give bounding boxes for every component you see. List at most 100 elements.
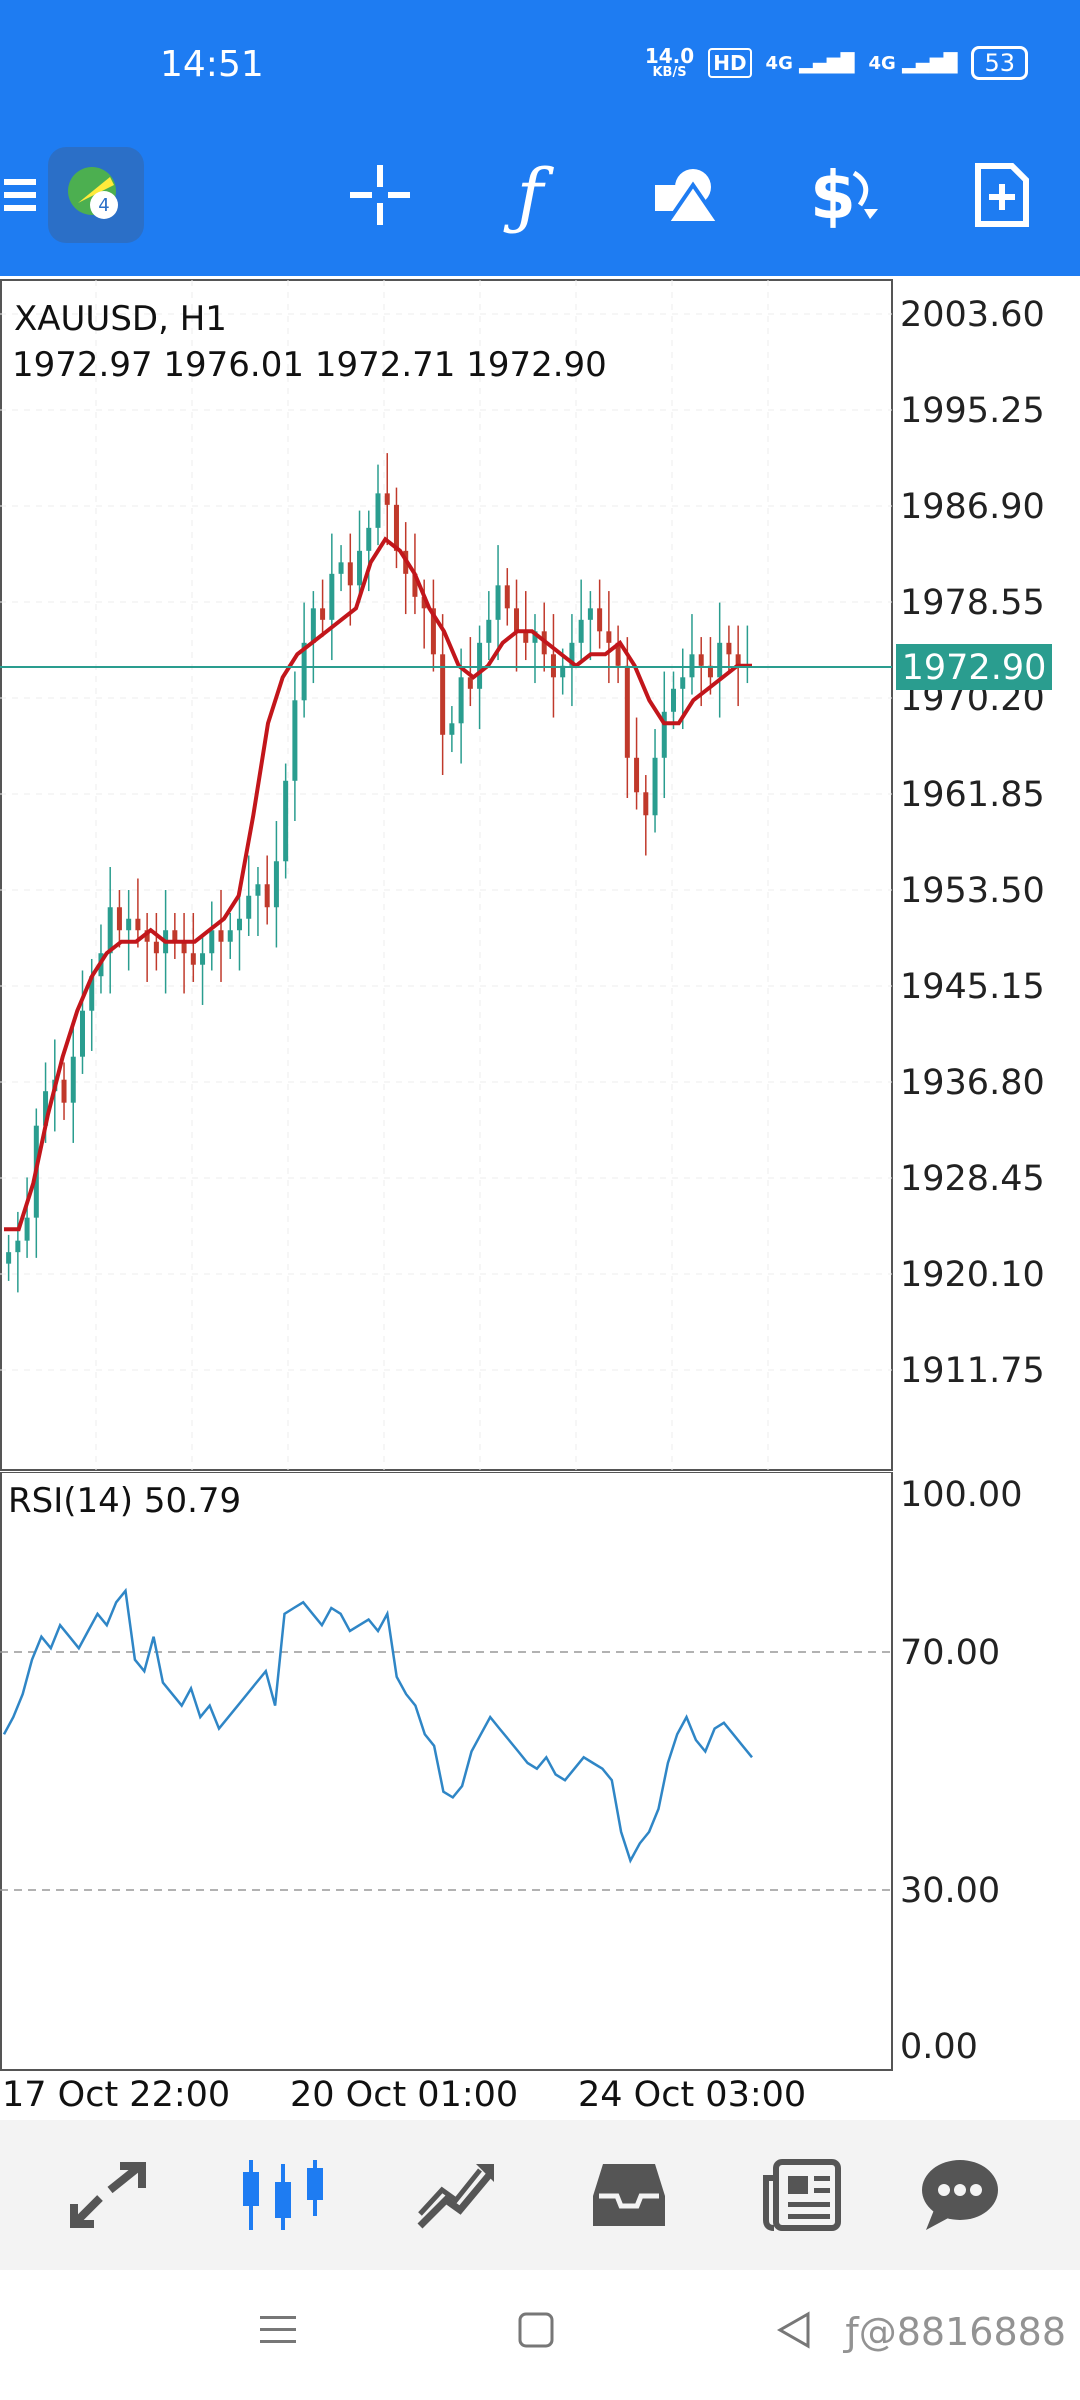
candle [70, 1056, 76, 1103]
candle [292, 700, 298, 781]
candle [126, 918, 132, 931]
candle [578, 619, 584, 643]
candle [246, 895, 252, 919]
candle [430, 608, 436, 655]
candle [486, 619, 492, 643]
candle [597, 608, 603, 632]
price-label: 1928.45 [900, 1159, 1045, 1199]
candle [61, 1079, 67, 1103]
candle [375, 493, 381, 528]
candle [477, 642, 483, 689]
chart-icon[interactable] [203, 2120, 363, 2270]
candle [273, 861, 279, 908]
chart-toolbar: 4 ƒ $ [0, 140, 1080, 250]
rsi-chart[interactable]: 100.00 70.00 30.00 0.00 RSI(14) 50.79 [0, 1471, 1080, 2082]
ohlc-values: 1972.97 1976.01 1972.71 1972.90 [12, 345, 607, 385]
price-label: 1920.10 [900, 1255, 1045, 1295]
candle [190, 953, 196, 965]
messages-icon[interactable] [880, 2120, 1040, 2270]
price-chart[interactable]: 2003.60 1995.25 1986.90 1978.55 1970.20 … [0, 276, 1080, 1472]
candle [421, 596, 427, 609]
candle [634, 757, 640, 793]
candle [116, 907, 122, 931]
menu-icon[interactable] [0, 140, 40, 250]
candle [338, 562, 344, 574]
candle [560, 665, 566, 678]
bottom-navigation [0, 2120, 1080, 2270]
symbol-change-icon[interactable]: $ [785, 140, 905, 250]
price-label: 1986.90 [900, 487, 1045, 527]
quotes-icon[interactable] [30, 2120, 190, 2270]
price-grid [0, 280, 892, 1470]
moving-average-line [4, 536, 752, 1232]
price-label: 1911.75 [900, 1351, 1045, 1391]
signal-2-icon: 4G ▂▄▆█ [868, 52, 958, 74]
candle [79, 1010, 85, 1057]
candle [366, 527, 372, 551]
status-icons: 14.0 KB/S HD 4G ▂▄▆█ 4G ▂▄▆█ 53 [645, 46, 1028, 80]
history-icon[interactable] [549, 2120, 709, 2270]
candle [707, 665, 713, 678]
candle [144, 930, 150, 942]
candle [209, 930, 215, 954]
chart-frame [0, 279, 893, 1471]
candle [347, 562, 353, 586]
svg-text:4: 4 [98, 195, 109, 216]
home-icon[interactable] [516, 2310, 556, 2354]
battery-icon: 53 [971, 46, 1028, 80]
candle [495, 585, 501, 620]
candle [624, 665, 630, 758]
news-icon[interactable] [722, 2120, 882, 2270]
candle [153, 941, 159, 954]
candle [680, 677, 686, 689]
candle [689, 654, 695, 678]
candle [329, 573, 335, 620]
candle [643, 792, 649, 816]
app-logo-icon[interactable]: 4 [48, 140, 144, 250]
hd-badge: HD [708, 48, 752, 78]
objects-icon[interactable] [628, 140, 748, 250]
candle [587, 608, 593, 620]
candle [172, 930, 178, 942]
candle [6, 1252, 12, 1264]
net-speed-unit: KB/S [652, 65, 687, 80]
crosshair-icon[interactable] [320, 140, 440, 250]
candle [735, 654, 741, 666]
price-label: 1936.80 [900, 1063, 1045, 1103]
candle [467, 677, 473, 689]
candle [24, 1217, 30, 1241]
candle [218, 930, 224, 942]
time-label: 20 Oct 01:00 [290, 2075, 518, 2114]
candle [357, 550, 363, 586]
rsi-label: 30.00 [900, 1871, 1000, 1911]
signal-1-label: 4G [765, 52, 793, 74]
candle [107, 907, 113, 954]
back-icon[interactable] [774, 2310, 814, 2354]
rsi-label: 70.00 [900, 1633, 1000, 1673]
new-order-icon[interactable] [942, 140, 1062, 250]
time-axis: 17 Oct 22:00 20 Oct 01:00 24 Oct 03:00 [2, 2075, 806, 2114]
candle [135, 918, 141, 931]
net-speed-value: 14.0 [644, 44, 695, 68]
signal-1-icon: 4G ▂▄▆█ [765, 52, 855, 74]
candle [227, 930, 233, 942]
recents-icon[interactable] [258, 2310, 298, 2354]
rsi-line [2, 1587, 753, 1864]
price-label: 1978.55 [900, 583, 1045, 623]
candle [43, 1091, 49, 1126]
rsi-label: 100.00 [900, 1475, 1022, 1515]
candle [393, 504, 399, 551]
candle [310, 608, 316, 643]
candle [440, 654, 446, 735]
candle [301, 642, 307, 701]
trade-icon[interactable] [376, 2120, 536, 2270]
top-app-bar: 14:51 14.0 KB/S HD 4G ▂▄▆█ 4G ▂▄▆█ 53 4 [0, 0, 1080, 276]
rsi-frame [0, 1471, 893, 2071]
indicators-icon[interactable]: ƒ [516, 153, 544, 237]
candle [652, 757, 658, 816]
price-label: 2003.60 [900, 295, 1045, 335]
candle [264, 884, 270, 908]
time-label: 17 Oct 22:00 [2, 2075, 230, 2114]
candle [698, 654, 704, 666]
candle [514, 608, 520, 632]
